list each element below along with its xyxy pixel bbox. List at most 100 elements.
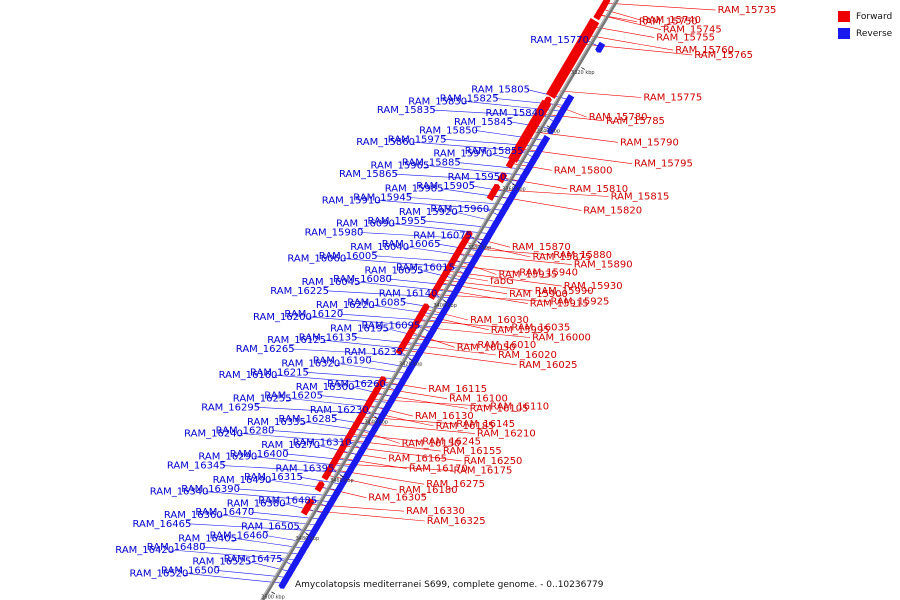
gene-label[interactable]: RAM_16325: [427, 516, 486, 527]
gene-label[interactable]: RAM_16010: [477, 340, 536, 351]
gene-label[interactable]: RAM_16320: [281, 359, 340, 370]
gene-label[interactable]: RAM_16240: [184, 428, 243, 439]
gene-label[interactable]: RAM_16165: [388, 454, 447, 465]
gene-label[interactable]: RAM_16050: [457, 342, 516, 353]
gene-label[interactable]: RAM_15885: [402, 158, 461, 169]
gene-label[interactable]: RAM_16025: [519, 360, 578, 371]
gene-label[interactable]: RAM_16105: [470, 404, 529, 415]
gene-label[interactable]: RAM_16470: [195, 507, 254, 518]
gene-label[interactable]: RAM_15900: [509, 289, 568, 300]
gene-label[interactable]: RAM_15965: [371, 160, 430, 171]
gene-label[interactable]: RAM_16115: [428, 384, 487, 395]
gene-label[interactable]: RAM_15955: [368, 216, 427, 227]
gene-label[interactable]: RAM_15805: [471, 85, 530, 96]
gene-label[interactable]: RAM_15945: [353, 193, 412, 204]
gene-label[interactable]: RAM_16310: [293, 437, 352, 448]
gene-label[interactable]: RAM_15775: [643, 93, 702, 104]
gene-label[interactable]: RAM_15890: [574, 260, 633, 271]
gene-label[interactable]: RAM_16065: [382, 239, 441, 250]
gene-label[interactable]: RAM_16245: [422, 436, 481, 447]
gene-label[interactable]: RAM_16205: [264, 391, 323, 402]
gene-label[interactable]: RAM_15835: [377, 105, 436, 116]
gene-label[interactable]: RAM_16040: [350, 242, 409, 253]
gene-label[interactable]: RAM_16130: [415, 411, 474, 422]
gene-feature[interactable]: [300, 504, 311, 516]
gene-label[interactable]: RAM_16075: [413, 230, 472, 241]
gene-label[interactable]: RAM_15750: [639, 17, 698, 28]
gene-label[interactable]: RAM_16035: [511, 323, 570, 334]
gene-label[interactable]: RAM_16340: [150, 487, 209, 498]
gene-label[interactable]: RAM_16255: [233, 394, 292, 405]
gene-label[interactable]: RAM_15930: [564, 281, 623, 292]
gene-label[interactable]: RAM_16525: [192, 557, 251, 568]
gene-label[interactable]: RAM_16400: [230, 449, 289, 460]
gene-label[interactable]: RAM_16190: [313, 356, 372, 367]
gene-label[interactable]: RAM_16275: [426, 479, 485, 490]
gene-label[interactable]: RAM_15830: [408, 96, 467, 107]
gene-label[interactable]: RAM_16095: [362, 321, 421, 332]
gene-label[interactable]: RAM_15850: [419, 125, 478, 136]
gene-label[interactable]: RAM_15970: [433, 149, 492, 160]
gene-label[interactable]: RAM_15880: [553, 250, 612, 261]
gene-label[interactable]: RAM_15845: [454, 117, 513, 128]
gene-label[interactable]: RAM_15825: [440, 94, 499, 105]
gene-label[interactable]: RAM_16280: [216, 426, 275, 437]
gene-label[interactable]: RAM_16335: [247, 417, 306, 428]
gene-label[interactable]: RAM_16225: [270, 286, 329, 297]
gene-label[interactable]: RAM_16395: [276, 463, 335, 474]
gene-label[interactable]: RAM_15865: [339, 169, 398, 180]
gene-label[interactable]: RAM_16030: [470, 315, 529, 326]
gene-label[interactable]: RAM_16505: [241, 522, 300, 533]
gene-label[interactable]: RAM_16150: [402, 438, 461, 449]
gene-label[interactable]: RAM_16390: [181, 484, 240, 495]
gene-label[interactable]: RAM_16195: [330, 324, 389, 335]
gene-label[interactable]: RAM_15975: [388, 134, 447, 145]
gene-label[interactable]: RAM_15755: [656, 32, 715, 43]
gene-label[interactable]: RAM_16005: [319, 251, 378, 262]
gene-label[interactable]: RAM_16260: [327, 379, 386, 390]
gene-feature[interactable]: [328, 457, 339, 469]
gene-label[interactable]: RAM_15765: [694, 50, 753, 61]
gene-label[interactable]: RAM_15950: [448, 172, 507, 183]
gene-label[interactable]: RAM_16285: [279, 414, 338, 425]
gene-label[interactable]: RAM_16405: [178, 533, 237, 544]
gene-label[interactable]: RAM_15860: [356, 137, 415, 148]
gene-label[interactable]: RAM_16020: [498, 350, 557, 361]
gene-label[interactable]: RAM_15920: [399, 207, 458, 218]
gene-label[interactable]: RAM_15790: [620, 137, 679, 148]
gene-feature[interactable]: [428, 288, 439, 300]
gene-feature[interactable]: [497, 172, 508, 184]
gene-label[interactable]: RAM_15995: [491, 325, 550, 336]
gene-label[interactable]: RAM_16125: [267, 335, 326, 346]
gene-label[interactable]: RAM_15905: [416, 181, 475, 192]
gene-label[interactable]: RAM_16485: [258, 496, 317, 507]
gene-label[interactable]: RAM_16175: [454, 465, 513, 476]
gene-label[interactable]: fabG: [490, 276, 514, 287]
gene-label[interactable]: RAM_16330: [406, 506, 465, 517]
gene-label[interactable]: RAM_16480: [147, 542, 206, 553]
gene-label[interactable]: RAM_16460: [210, 531, 269, 542]
gene-label[interactable]: RAM_16215: [250, 367, 309, 378]
gene-label[interactable]: RAM_15985: [385, 184, 444, 195]
gene-label[interactable]: RAM_16135: [299, 332, 358, 343]
gene-label[interactable]: RAM_16290: [198, 452, 257, 463]
gene-label[interactable]: RAM_16475: [224, 554, 283, 565]
gene-label[interactable]: RAM_16490: [213, 475, 272, 486]
gene-label[interactable]: RAM_16305: [368, 493, 427, 504]
gene-label[interactable]: RAM_16360: [164, 510, 223, 521]
gene-label[interactable]: RAM_15870: [512, 242, 571, 253]
gene-label[interactable]: RAM_15820: [583, 205, 642, 216]
gene-label[interactable]: RAM_15960: [430, 204, 489, 215]
gene-label[interactable]: RAM_16250: [464, 456, 523, 467]
gene-label[interactable]: RAM_15735: [718, 5, 777, 16]
gene-label[interactable]: RAM_16160: [219, 370, 278, 381]
gene-feature[interactable]: [314, 481, 325, 493]
gene-label[interactable]: RAM_16345: [167, 461, 226, 472]
gene-label[interactable]: RAM_16185: [436, 421, 495, 432]
gene-label[interactable]: RAM_15785: [606, 116, 665, 127]
gene-feature[interactable]: [440, 268, 451, 280]
gene-label[interactable]: RAM_15990: [535, 286, 594, 297]
gene-label[interactable]: RAM_15935: [499, 270, 558, 281]
gene-label[interactable]: RAM_16295: [201, 402, 260, 413]
